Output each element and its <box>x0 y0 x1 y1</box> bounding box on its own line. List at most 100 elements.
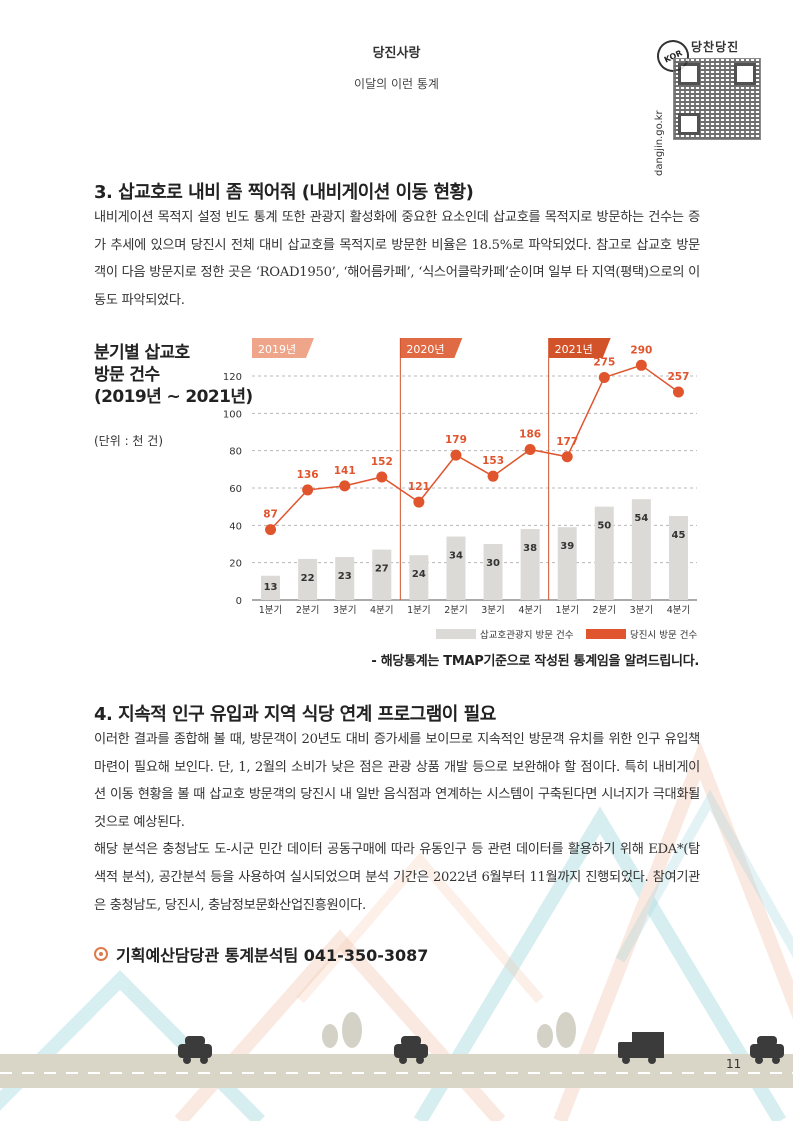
road <box>0 1054 793 1088</box>
truck-icon <box>618 1032 664 1064</box>
year-tag <box>252 338 314 358</box>
x-tick-label: 1분기 <box>259 605 283 616</box>
brand-logo-text: 당찬당진 <box>691 40 740 54</box>
line-value-label: 186 <box>519 428 541 440</box>
line-value-label: 141 <box>334 465 356 477</box>
bar-value-label: 45 <box>671 530 685 541</box>
x-tick-label: 2분기 <box>296 605 320 616</box>
line-point <box>487 470 499 482</box>
x-tick-label: 3분기 <box>630 605 654 616</box>
x-tick-label: 2분기 <box>444 605 468 616</box>
y-tick-label: 0 <box>236 596 242 607</box>
x-tick-label: 2분기 <box>593 605 617 616</box>
contact-text: 기획예산담당관 통계분석팀 041-350-3087 <box>116 946 429 965</box>
line-point <box>413 496 425 508</box>
section4-paragraph-1: 이러한 결과를 종합해 볼 때, 방문객이 20년도 대비 증가세를 보이므로 … <box>94 732 700 830</box>
line-point <box>598 371 610 383</box>
line-value-label: 275 <box>593 356 615 368</box>
y-tick-label: 80 <box>229 447 242 458</box>
y-tick-label: 40 <box>229 521 242 532</box>
chart-title: 분기별 삽교호 방문 건수 (2019년 ~ 2021년) <box>94 343 253 407</box>
bar-value-label: 24 <box>412 569 426 580</box>
line-series <box>269 364 679 531</box>
section4-paragraph-2: 해당 분석은 충청남도 도-시군 민간 데이터 공동구매에 따라 유동인구 등 … <box>94 842 700 913</box>
y-tick-label: 20 <box>229 559 242 570</box>
x-tick-label: 3분기 <box>481 605 505 616</box>
x-tick-label: 4분기 <box>370 605 394 616</box>
bullet-icon <box>94 947 108 961</box>
line-point <box>302 484 314 496</box>
year-tag <box>400 338 463 358</box>
year-label: 2021년 <box>555 343 593 356</box>
car-icon <box>178 1036 784 1064</box>
bar <box>409 555 429 600</box>
x-tick-label: 1분기 <box>407 605 431 616</box>
line-value-label: 177 <box>556 436 578 448</box>
line-point <box>376 471 388 483</box>
bar-value-label: 13 <box>264 582 278 593</box>
line-value-label: 153 <box>482 455 504 467</box>
y-tick-label: 120 <box>223 372 242 383</box>
section-label: 당진사랑 <box>372 46 421 61</box>
bar <box>557 527 577 600</box>
year-tag <box>548 338 611 358</box>
section3-title: 3. 삽교호로 내비 좀 찍어줘 (내비게이션 이동 현황) <box>94 182 474 203</box>
bar <box>372 549 392 600</box>
section4-title: 4. 지속적 인구 유입과 지역 식당 연계 프로그램이 필요 <box>94 704 496 725</box>
y-tick-label: 60 <box>229 484 242 495</box>
line-point <box>265 524 277 536</box>
y-tick-label: 100 <box>223 409 242 420</box>
bar <box>335 557 355 600</box>
x-tick-label: 1분기 <box>555 605 579 616</box>
chart-unit: (단위 : 천 건) <box>94 434 164 448</box>
line-value-label: 152 <box>371 456 393 468</box>
bar-value-label: 39 <box>560 541 574 552</box>
bar <box>668 516 688 600</box>
x-tick-label: 3분기 <box>333 605 357 616</box>
line-point <box>339 480 351 492</box>
bar <box>261 575 281 600</box>
contact-info: 기획예산담당관 통계분석팀 041-350-3087 <box>94 942 428 966</box>
bar <box>298 558 318 600</box>
page-subtitle: 이달의 이런 통계 <box>354 77 439 91</box>
year-label: 2019년 <box>258 343 296 356</box>
line-value-label: 290 <box>630 344 652 356</box>
section3-paragraph: 내비게이션 목적지 설정 빈도 통계 또한 관광지 활성화에 중요한 요소인데 … <box>94 210 700 308</box>
line-point <box>524 443 536 455</box>
chart-footnote: - 해당통계는 TMAP기준으로 작성된 통계임을 알려드립니다. <box>371 654 699 669</box>
line-value-label: 121 <box>408 481 430 493</box>
line-point <box>450 449 462 461</box>
line-point <box>635 359 647 371</box>
qr-badge: KOR 당찬당진 dangjin.go.kr <box>651 34 761 176</box>
bar-value-label: 22 <box>301 573 315 584</box>
qr-code[interactable] <box>673 58 761 140</box>
bar-value-label: 38 <box>523 543 537 554</box>
x-tick-label: 4분기 <box>518 605 542 616</box>
x-tick-label: 4분기 <box>667 605 691 616</box>
legend-swatch-line <box>586 629 626 639</box>
line-point <box>672 386 684 398</box>
bar-value-label: 54 <box>634 513 648 524</box>
year-label: 2020년 <box>406 343 444 356</box>
visits-chart: 0 20 40 60 80 100 120 2019년 2020년 2021년 13 22 23 27… <box>223 338 697 641</box>
tree-icon <box>322 1012 576 1048</box>
line-value-label: 136 <box>297 469 319 481</box>
line-value-label: 257 <box>667 371 689 383</box>
bar <box>631 499 651 600</box>
bar-value-label: 27 <box>375 564 389 575</box>
bar <box>483 544 503 600</box>
bar-value-label: 23 <box>338 571 352 582</box>
legend-label-bars: 삽교호관광지 방문 건수 <box>480 629 574 641</box>
bar-value-label: 34 <box>449 551 463 562</box>
bar <box>594 506 614 600</box>
bar-value-label: 50 <box>597 521 611 532</box>
legend-label-line: 당진시 방문 건수 <box>630 630 697 641</box>
bar <box>520 529 540 600</box>
line-point <box>561 451 573 463</box>
section4-paragraphs: 이러한 결과를 종합해 볼 때, 방문객이 20년도 대비 증가세를 보이므로 … <box>94 726 700 919</box>
legend-swatch-bars <box>436 629 476 639</box>
line-value-label: 179 <box>445 434 467 446</box>
page-number: 11 <box>726 1057 742 1071</box>
line-value-label: 87 <box>263 509 278 521</box>
